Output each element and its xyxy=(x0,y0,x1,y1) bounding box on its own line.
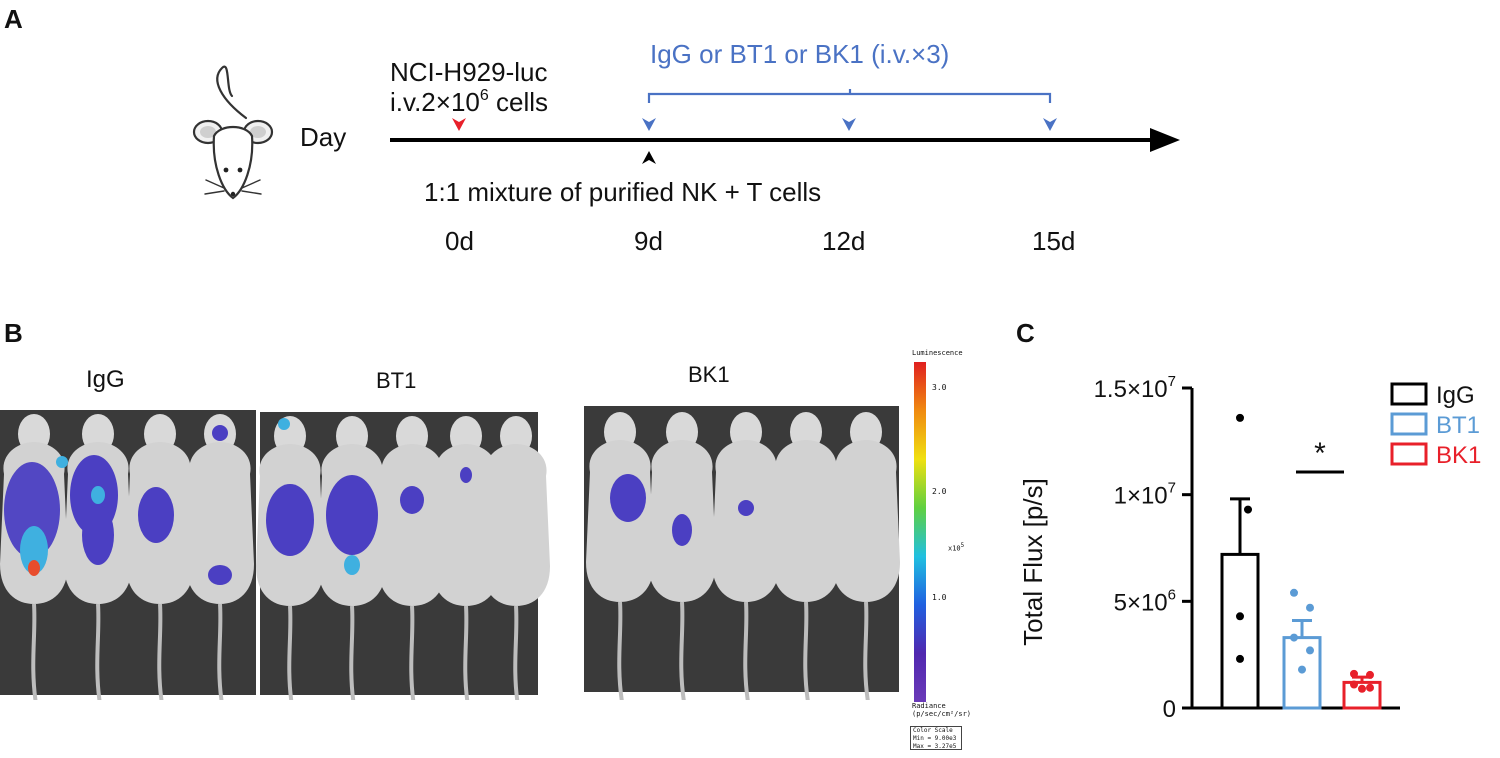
data-point xyxy=(1366,683,1374,692)
day-15-label: 15d xyxy=(1032,226,1075,256)
y-tick-label: 1×107 xyxy=(1114,480,1176,510)
panel-letter-c: C xyxy=(1016,318,1035,348)
y-tick-label: 1.5×107 xyxy=(1094,373,1176,403)
day-9-label: 9d xyxy=(634,226,663,256)
color-scale-box: Color Scale Min = 9.00e3 Max = 3.27e5 xyxy=(910,726,962,750)
group-label-bk1: BK1 xyxy=(688,362,730,387)
data-point xyxy=(1306,646,1314,655)
legend-swatch xyxy=(1390,442,1428,466)
significance-star: * xyxy=(1314,437,1326,470)
cell-dose-label: i.v.2×106 cells xyxy=(390,87,548,117)
data-point xyxy=(1358,684,1366,693)
group-label-bt1: BT1 xyxy=(376,368,417,393)
color-scale-max: Max = 3.27e5 xyxy=(913,743,957,750)
data-point xyxy=(1236,413,1244,422)
panel-letter-a: A xyxy=(4,4,23,34)
data-point xyxy=(1350,680,1358,689)
bar-bk1 xyxy=(1342,680,1382,710)
legend-label: BT1 xyxy=(1436,412,1480,439)
timeline-arrowhead xyxy=(1150,128,1180,152)
timeline-diagram: NCI-H929-luc i.v.2×106 cells IgG or BT1 … xyxy=(192,39,1180,256)
bar-igg xyxy=(1220,552,1260,710)
nk-cell-marker-icon xyxy=(642,151,656,164)
data-point xyxy=(1290,633,1298,642)
treatment-label: IgG or BT1 or BK1 (i.v.×3) xyxy=(650,39,949,69)
day-label: Day xyxy=(300,122,346,152)
total-flux-chart: 0 5×106 1×107 1.5×107 IgG BT1 BK1 Total Flux … xyxy=(1018,373,1481,723)
data-point xyxy=(1366,670,1374,679)
color-scale-min: Min = 9.00e3 xyxy=(913,735,957,742)
treatment-marker-icon xyxy=(1043,118,1057,131)
data-point xyxy=(1244,505,1252,514)
data-point xyxy=(1350,669,1358,678)
treatment-marker-icon xyxy=(642,118,656,131)
treatment-bracket xyxy=(647,89,1052,103)
scale-exponent: x105 xyxy=(948,543,965,553)
scale-unit-line2: (p/sec/cm²/sr) xyxy=(912,710,972,718)
cell-line-label: NCI-H929-luc xyxy=(390,57,548,87)
bioluminescence-images xyxy=(0,406,900,700)
data-point xyxy=(1236,654,1244,663)
legend-swatch xyxy=(1390,382,1428,406)
panel-letter-b: B xyxy=(4,318,23,348)
data-point xyxy=(1236,612,1244,621)
day-12-label: 12d xyxy=(822,226,865,256)
scale-tick-3: 3.0 xyxy=(932,383,947,392)
y-tick-label: 5×106 xyxy=(1114,586,1176,616)
legend-swatch xyxy=(1390,412,1428,436)
nk-t-cells-label: 1:1 mixture of purified NK + T cells xyxy=(424,177,821,207)
mouse-icon xyxy=(192,65,274,200)
color-scale-bar xyxy=(914,362,926,702)
y-tick-label: 0 xyxy=(1163,696,1176,723)
scale-tick-2: 2.0 xyxy=(932,487,947,496)
legend-label: IgG xyxy=(1436,382,1475,409)
scale-title: Luminescence xyxy=(912,349,963,357)
group-label-igg: IgG xyxy=(86,366,125,393)
legend-label: BK1 xyxy=(1436,442,1481,469)
injection-marker-icon xyxy=(452,118,466,131)
scale-tick-1: 1.0 xyxy=(932,593,947,602)
data-point xyxy=(1306,603,1314,612)
scale-unit-line1: Radiance xyxy=(912,702,946,710)
data-point xyxy=(1290,588,1298,597)
data-point xyxy=(1298,665,1306,674)
color-scale-title: Color Scale xyxy=(913,727,953,734)
y-axis-label: Total Flux [p/s] xyxy=(1018,478,1048,646)
treatment-marker-icon xyxy=(842,118,856,131)
day-0-label: 0d xyxy=(445,226,474,256)
